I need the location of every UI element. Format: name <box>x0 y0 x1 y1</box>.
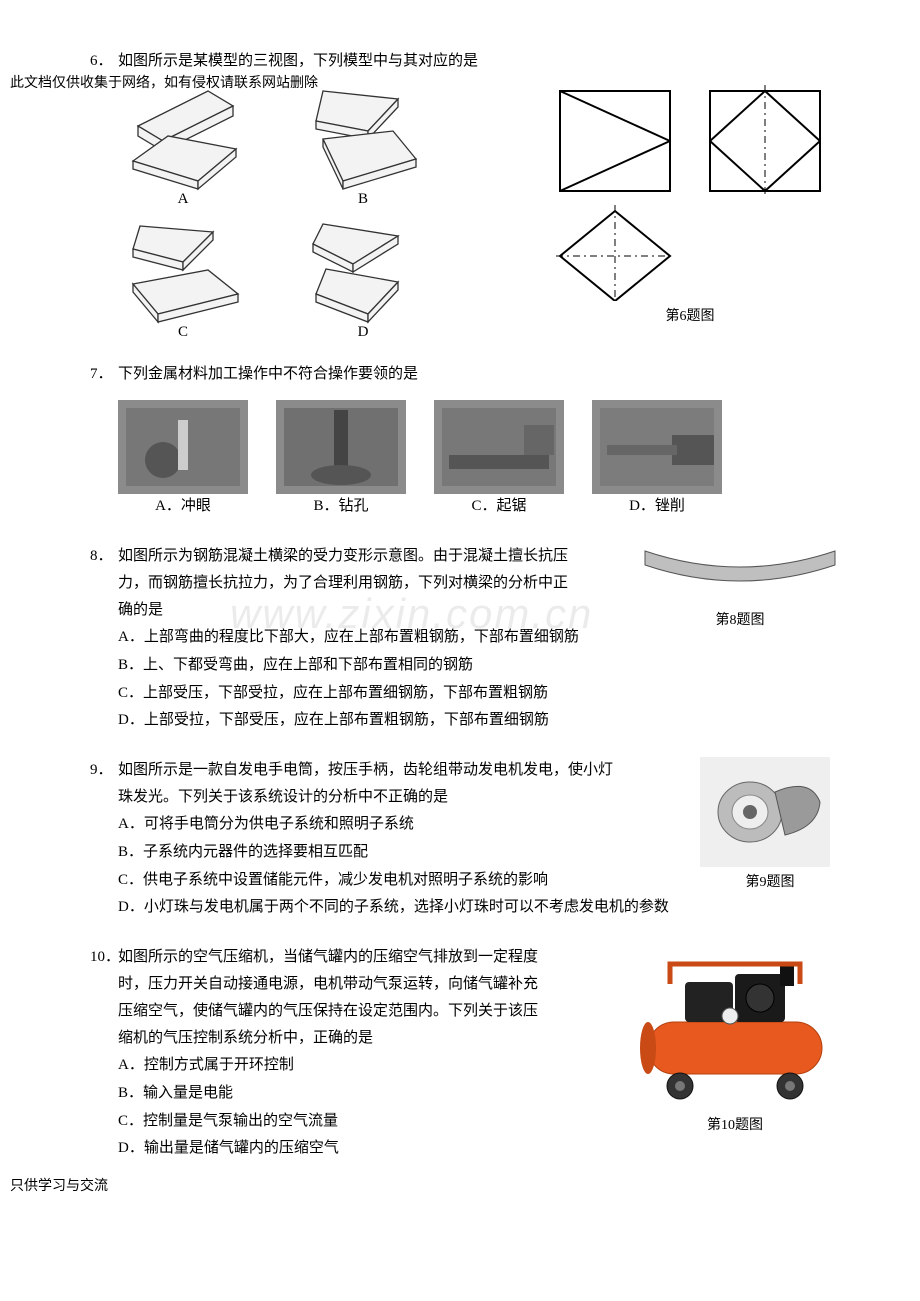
q7-number: 7． <box>90 361 118 388</box>
q8-option-c: C．上部受压，下部受拉，应在上部布置细钢筋，下部布置粗钢筋 <box>90 680 840 708</box>
question-8: 第8题图 8．如图所示为钢筋混凝土横梁的受力变形示意图。由于混凝土擅长抗压 力，… <box>90 543 840 735</box>
q9-figure-caption: 第9题图 <box>700 871 840 891</box>
q8-stem-2: 力，而钢筋擅长抗拉力，为了合理利用钢筋，下列对横梁的分析中正 <box>118 575 568 591</box>
question-7: 7．下列金属材料加工操作中不符合操作要领的是 A．冲眼 B．钻孔 C．起锯 D．… <box>90 361 840 515</box>
q6-option-d-label: D <box>298 324 428 341</box>
q6-figure-caption: 第6题图 <box>550 305 830 325</box>
footer-note: 只供学习与交流 <box>10 1175 108 1195</box>
q6-number: 6． <box>90 48 118 75</box>
q7-option-d: D．锉削 <box>592 400 722 515</box>
q7-option-d-label: D．锉削 <box>592 494 722 515</box>
q8-stem-3: 确的是 <box>118 602 163 618</box>
q7-option-c-label: C．起锯 <box>434 494 564 515</box>
q6-option-a-figure: A <box>118 81 248 208</box>
q10-stem-2: 时，压力开关自动接通电源，电机带动气泵运转，向储气罐补充 <box>118 976 538 992</box>
q8-figure-caption: 第8题图 <box>640 609 840 629</box>
q6-option-c-label: C <box>118 324 248 341</box>
q7-option-c: C．起锯 <box>434 400 564 515</box>
q9-option-d: D．小灯珠与发电机属于两个不同的子系统，选择小灯珠时可以不考虑发电机的参数 <box>90 894 840 922</box>
q9-number: 9． <box>90 757 118 784</box>
q10-figure: 第10题图 <box>630 944 840 1134</box>
q6-three-view-figure: 第6题图 <box>550 81 830 325</box>
q7-option-a-label: A．冲眼 <box>118 494 248 515</box>
question-10: 第10题图 10．如图所示的空气压缩机，当储气罐内的压缩空气排放到一定程度 时，… <box>90 944 840 1163</box>
q6-option-b-label: B <box>298 191 428 208</box>
q9-stem-1: 如图所示是一款自发电手电筒，按压手柄，齿轮组带动发电机发电，使小灯 <box>118 762 613 778</box>
q8-option-b: B．上、下都受弯曲，应在上部和下部布置相同的钢筋 <box>90 652 840 680</box>
q7-option-b-label: B．钻孔 <box>276 494 406 515</box>
q8-option-d: D．上部受拉，下部受压，应在上部布置粗钢筋，下部布置细钢筋 <box>90 707 840 735</box>
q6-option-b-figure: B <box>298 81 428 208</box>
q8-stem-1: 如图所示为钢筋混凝土横梁的受力变形示意图。由于混凝土擅长抗压 <box>118 548 568 564</box>
q7-option-a: A．冲眼 <box>118 400 248 515</box>
q6-option-c-figure: C <box>118 214 248 341</box>
q10-number: 10． <box>90 944 118 971</box>
q9-stem-2: 珠发光。下列关于该系统设计的分析中不正确的是 <box>118 789 448 805</box>
q10-stem-4: 缩机的气压控制系统分析中，正确的是 <box>118 1030 373 1046</box>
q7-option-b: B．钻孔 <box>276 400 406 515</box>
q10-option-d: D．输出量是储气罐内的压缩空气 <box>90 1135 840 1163</box>
q9-figure: 第9题图 <box>700 757 840 891</box>
q8-figure: 第8题图 <box>640 543 840 629</box>
q6-option-a-label: A <box>118 191 248 208</box>
question-6: 6．如图所示是某模型的三视图，下列模型中与其对应的是 <box>90 48 840 341</box>
q7-stem: 下列金属材料加工操作中不符合操作要领的是 <box>118 366 418 382</box>
q10-stem-1: 如图所示的空气压缩机，当储气罐内的压缩空气排放到一定程度 <box>118 949 538 965</box>
q6-stem: 如图所示是某模型的三视图，下列模型中与其对应的是 <box>118 53 478 69</box>
q10-figure-caption: 第10题图 <box>630 1114 840 1134</box>
q10-stem-3: 压缩空气，使储气罐内的气压保持在设定范围内。下列关于该压 <box>118 1003 538 1019</box>
q8-number: 8． <box>90 543 118 570</box>
question-9: 第9题图 9．如图所示是一款自发电手电筒，按压手柄，齿轮组带动发电机发电，使小灯… <box>90 757 840 922</box>
q6-option-d-figure: D <box>298 214 428 341</box>
